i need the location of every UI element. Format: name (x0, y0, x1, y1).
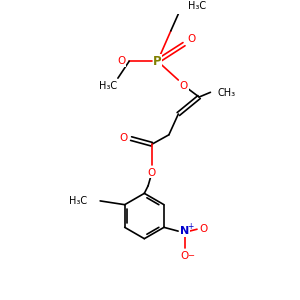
Text: H₃C: H₃C (69, 196, 87, 206)
Text: +: + (187, 222, 194, 231)
Text: N: N (180, 226, 189, 236)
Text: O: O (180, 81, 188, 91)
Text: O: O (181, 251, 189, 261)
Text: P: P (153, 55, 162, 68)
Text: O: O (119, 133, 128, 142)
Text: CH₃: CH₃ (218, 88, 236, 98)
Text: H₃C: H₃C (99, 81, 118, 91)
Text: O: O (188, 34, 196, 44)
Text: O: O (148, 168, 156, 178)
Text: H₃C: H₃C (188, 2, 206, 11)
Text: O: O (118, 56, 126, 66)
Text: O: O (200, 224, 208, 234)
Text: −: − (187, 251, 194, 260)
